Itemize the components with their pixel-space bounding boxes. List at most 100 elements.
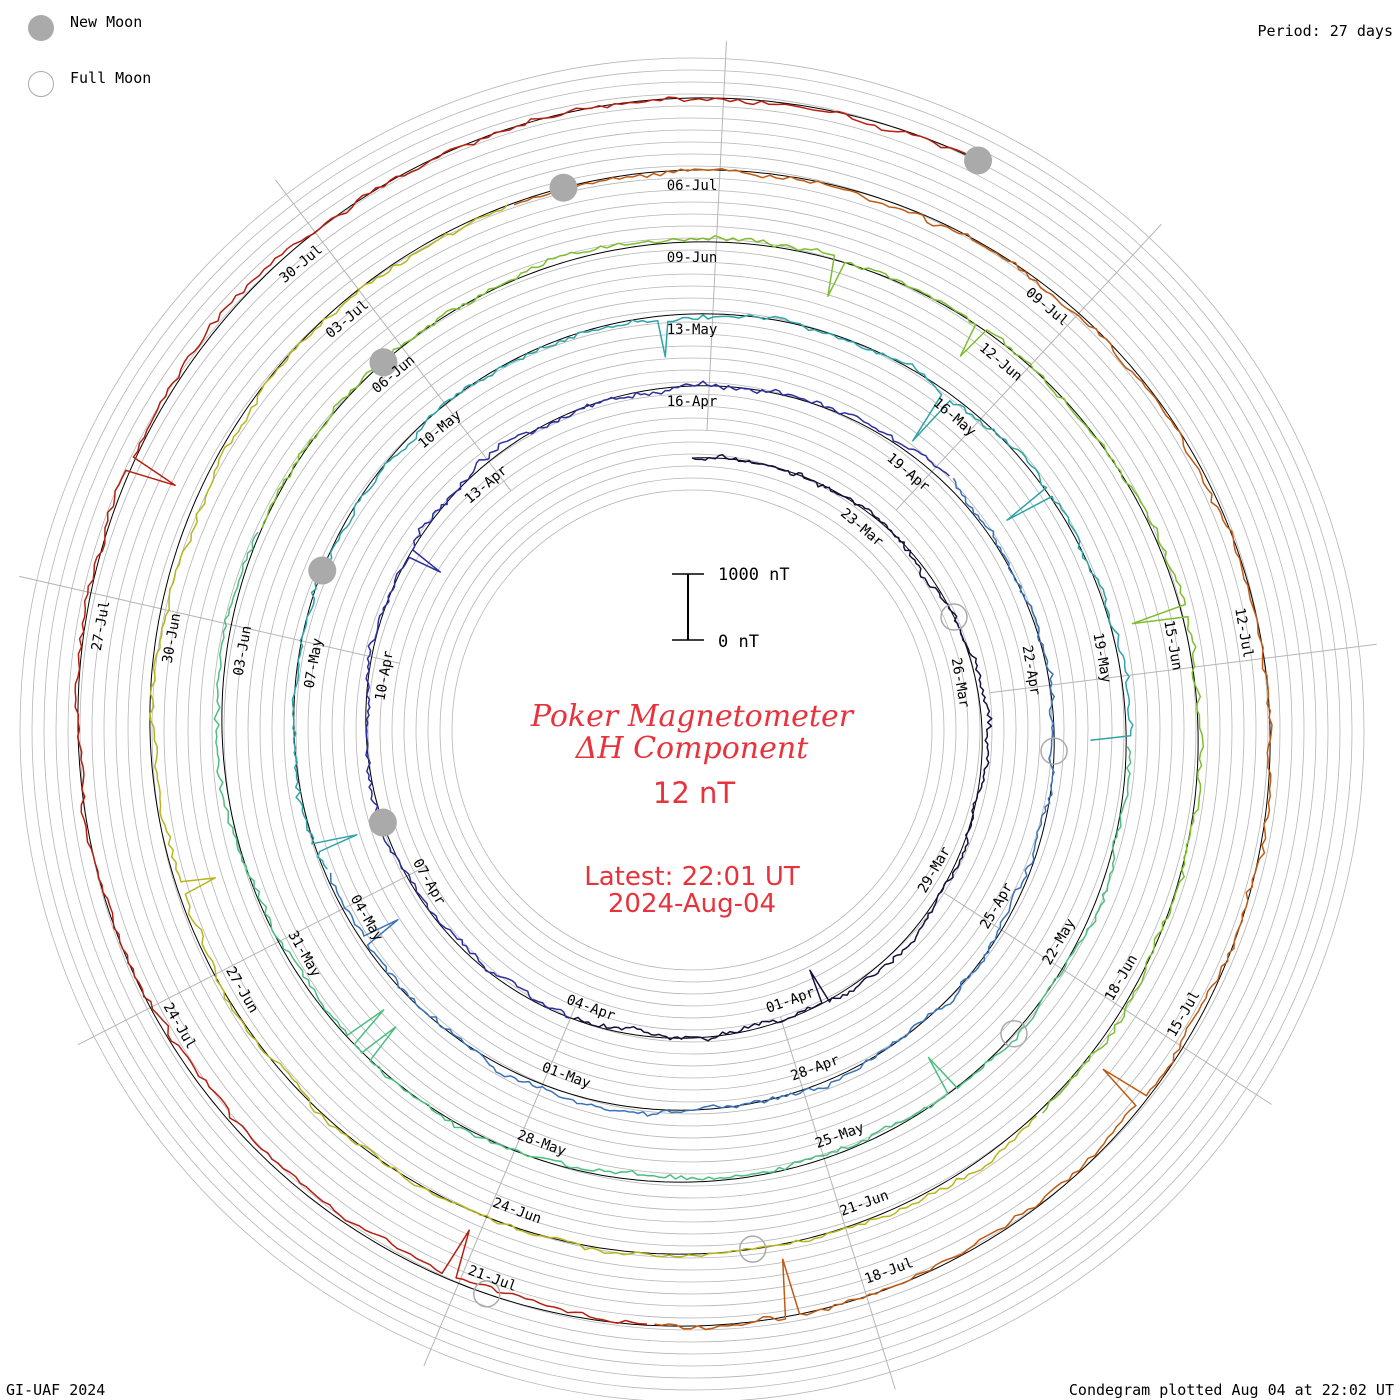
moon-markers — [308, 146, 1068, 1308]
scale-bottom-label: 0 nT — [718, 632, 759, 652]
grid-circle — [235, 273, 1149, 1187]
date-label: 28-May — [515, 1127, 568, 1159]
day-spoke — [989, 643, 1377, 694]
grid-circle — [43, 81, 1341, 1379]
grid-circle — [379, 417, 1005, 1043]
date-label: 19-May — [1089, 632, 1114, 685]
day-spoke — [779, 1016, 896, 1390]
title-line1: Poker Magnetometer — [530, 699, 855, 734]
data-trace — [329, 477, 1055, 1117]
full-moon-legend-icon — [28, 71, 54, 97]
data-traces — [74, 96, 1273, 1331]
new-moon-icon — [369, 348, 398, 377]
day-spoke — [895, 223, 1162, 511]
data-trace — [261, 235, 1205, 1114]
data-trace — [291, 314, 1134, 870]
grid-circle — [187, 225, 1197, 1235]
grid-circle — [103, 141, 1281, 1319]
grid-circle — [67, 105, 1317, 1355]
grid-circle — [175, 213, 1209, 1247]
new-moon-icon — [964, 146, 993, 175]
date-label: 01-Apr — [764, 984, 817, 1016]
full-moon-icon — [473, 1280, 501, 1308]
grid-circle — [355, 393, 1029, 1067]
grid-circle — [259, 297, 1125, 1163]
date-label: 09-Jun — [667, 250, 718, 266]
grid-circle — [415, 453, 969, 1007]
date-label: 01-May — [540, 1060, 593, 1092]
day-spokes — [19, 40, 1377, 1390]
date-label: 21-Jun — [838, 1187, 891, 1219]
new-moon-icon — [308, 556, 337, 585]
grid-circle — [391, 429, 993, 1031]
grid-circle — [223, 261, 1161, 1199]
grid-circle — [367, 405, 1017, 1055]
new-moon-icon — [368, 808, 397, 837]
full-moon-icon — [940, 603, 968, 631]
grid-circle — [91, 129, 1293, 1331]
grid-circle — [211, 249, 1173, 1211]
date-label: 18-Jul — [862, 1255, 915, 1287]
day-spoke — [706, 40, 727, 431]
date-label: 12-Jul — [1231, 607, 1256, 660]
full-moon-legend-label: Full Moon — [70, 69, 152, 87]
date-label: 07-Apr — [409, 856, 448, 908]
latest-date: 2024-Aug-04 — [608, 889, 776, 919]
credit-label: GI-UAF 2024 — [6, 1381, 106, 1399]
title-line2: ΔH Component — [575, 731, 809, 766]
data-trace — [213, 531, 1132, 1181]
day-spoke — [77, 866, 426, 1046]
date-label: 03-Jul — [323, 297, 372, 342]
date-label: 27-Jun — [222, 964, 261, 1016]
grid-circle — [31, 69, 1353, 1391]
grid-circle — [19, 57, 1365, 1400]
full-moon-icon — [738, 1235, 767, 1263]
grid-circle — [343, 381, 1041, 1079]
date-label: 18-Jun — [1102, 952, 1141, 1004]
date-label: 15-Jul — [1164, 988, 1203, 1040]
grid-circle — [271, 309, 1113, 1151]
data-trace — [74, 96, 979, 1325]
grid-circle — [427, 465, 957, 995]
grid-circle — [403, 441, 981, 1019]
grid-circle — [319, 357, 1065, 1103]
date-label: 13-Apr — [462, 463, 511, 508]
data-trace — [572, 453, 993, 1042]
grid-circle — [115, 153, 1269, 1307]
latest-time: Latest: 22:01 UT — [584, 862, 800, 892]
date-label: 24-Jul — [160, 1000, 199, 1052]
grid-circle — [307, 345, 1077, 1115]
date-label: 04-Apr — [564, 992, 617, 1024]
date-label: 29-Mar — [915, 844, 954, 896]
new-moon-icon — [549, 173, 578, 202]
data-trace — [513, 168, 1273, 1331]
grid-circle — [163, 201, 1221, 1259]
data-trace — [365, 380, 950, 1019]
date-label: 30-Jul — [277, 242, 326, 287]
plotted-timestamp: Condegram plotted Aug 04 at 22:02 UT — [1068, 1381, 1394, 1399]
grid-circle — [439, 477, 945, 983]
full-moon-icon — [1040, 737, 1068, 765]
grid-circle — [283, 321, 1101, 1139]
new-moon-legend-label: New Moon — [70, 13, 143, 31]
day-spoke — [423, 1006, 576, 1366]
full-moon-icon — [1000, 1020, 1028, 1048]
new-moon-legend-icon — [28, 15, 54, 41]
date-label: 06-Jul — [667, 178, 718, 194]
date-label: 13-May — [667, 322, 718, 338]
date-label: 26-Mar — [948, 657, 973, 710]
grid-circle — [247, 285, 1137, 1175]
grid-circle — [139, 177, 1245, 1283]
grid-circle — [151, 189, 1233, 1271]
grid-circle — [451, 489, 933, 971]
date-label: 10-May — [415, 407, 464, 452]
scale-bar: 1000 nT 0 nT — [672, 565, 790, 652]
center-title: Poker Magnetometer ΔH Component 12 nT La… — [530, 699, 855, 919]
current-value: 12 nT — [653, 776, 735, 810]
date-label: 28-Apr — [789, 1052, 842, 1084]
date-label: 16-Apr — [667, 394, 718, 410]
scale-top-label: 1000 nT — [718, 565, 790, 585]
date-label: 25-May — [813, 1120, 866, 1152]
grid-circle — [127, 165, 1257, 1295]
